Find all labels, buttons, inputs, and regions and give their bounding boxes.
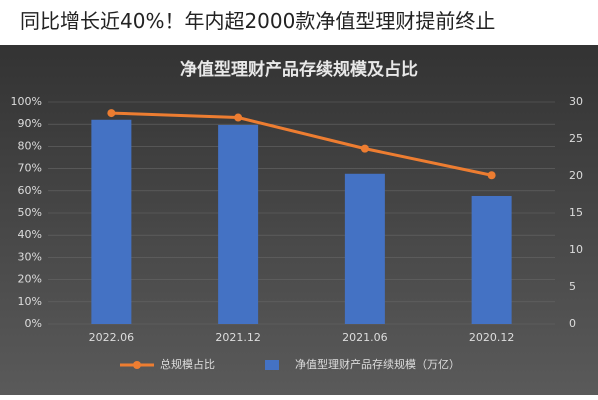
y-tick-label: 60% bbox=[18, 184, 42, 197]
headline: 同比增长近40%！年内超2000款净值型理财提前终止 bbox=[20, 9, 496, 33]
bar bbox=[218, 124, 259, 324]
y-tick-label: 10% bbox=[18, 295, 42, 308]
x-tick-label: 2022.06 bbox=[89, 331, 135, 344]
line-marker bbox=[487, 171, 496, 180]
y2-tick-label: 30 bbox=[569, 95, 583, 108]
bar bbox=[91, 119, 132, 324]
y-tick-label: 20% bbox=[18, 273, 42, 286]
y-tick-label: 40% bbox=[18, 228, 42, 241]
y-tick-label: 100% bbox=[11, 95, 42, 108]
y2-tick-label: 10 bbox=[569, 243, 583, 256]
y-tick-label: 70% bbox=[18, 162, 42, 175]
x-tick-label: 2021.06 bbox=[342, 331, 388, 344]
legend-swatch bbox=[265, 360, 279, 370]
legend-swatch bbox=[133, 361, 141, 369]
line-marker bbox=[107, 109, 116, 118]
x-tick-label: 2021.12 bbox=[215, 331, 261, 344]
y-tick-label: 30% bbox=[18, 250, 42, 263]
y2-tick-label: 5 bbox=[569, 280, 576, 293]
y-tick-label: 90% bbox=[18, 117, 42, 130]
chart-title: 净值型理财产品存续规模及占比 bbox=[180, 59, 418, 80]
y-tick-label: 80% bbox=[18, 139, 42, 152]
line-marker bbox=[360, 144, 369, 153]
line bbox=[111, 111, 492, 177]
y2-tick-label: 25 bbox=[569, 132, 583, 145]
y2-tick-label: 0 bbox=[569, 317, 576, 330]
legend-label: 总规模占比 bbox=[160, 357, 215, 371]
y-tick-label: 0% bbox=[25, 317, 42, 330]
line-marker bbox=[234, 113, 243, 122]
y2-tick-label: 15 bbox=[569, 206, 583, 219]
y-tick-label: 50% bbox=[18, 206, 42, 219]
x-tick-label: 2020.12 bbox=[469, 331, 515, 344]
bar bbox=[344, 173, 385, 324]
y2-tick-label: 20 bbox=[569, 169, 583, 182]
legend-label: 净值型理财产品存续规模（万亿） bbox=[295, 357, 460, 371]
bar bbox=[471, 195, 512, 324]
